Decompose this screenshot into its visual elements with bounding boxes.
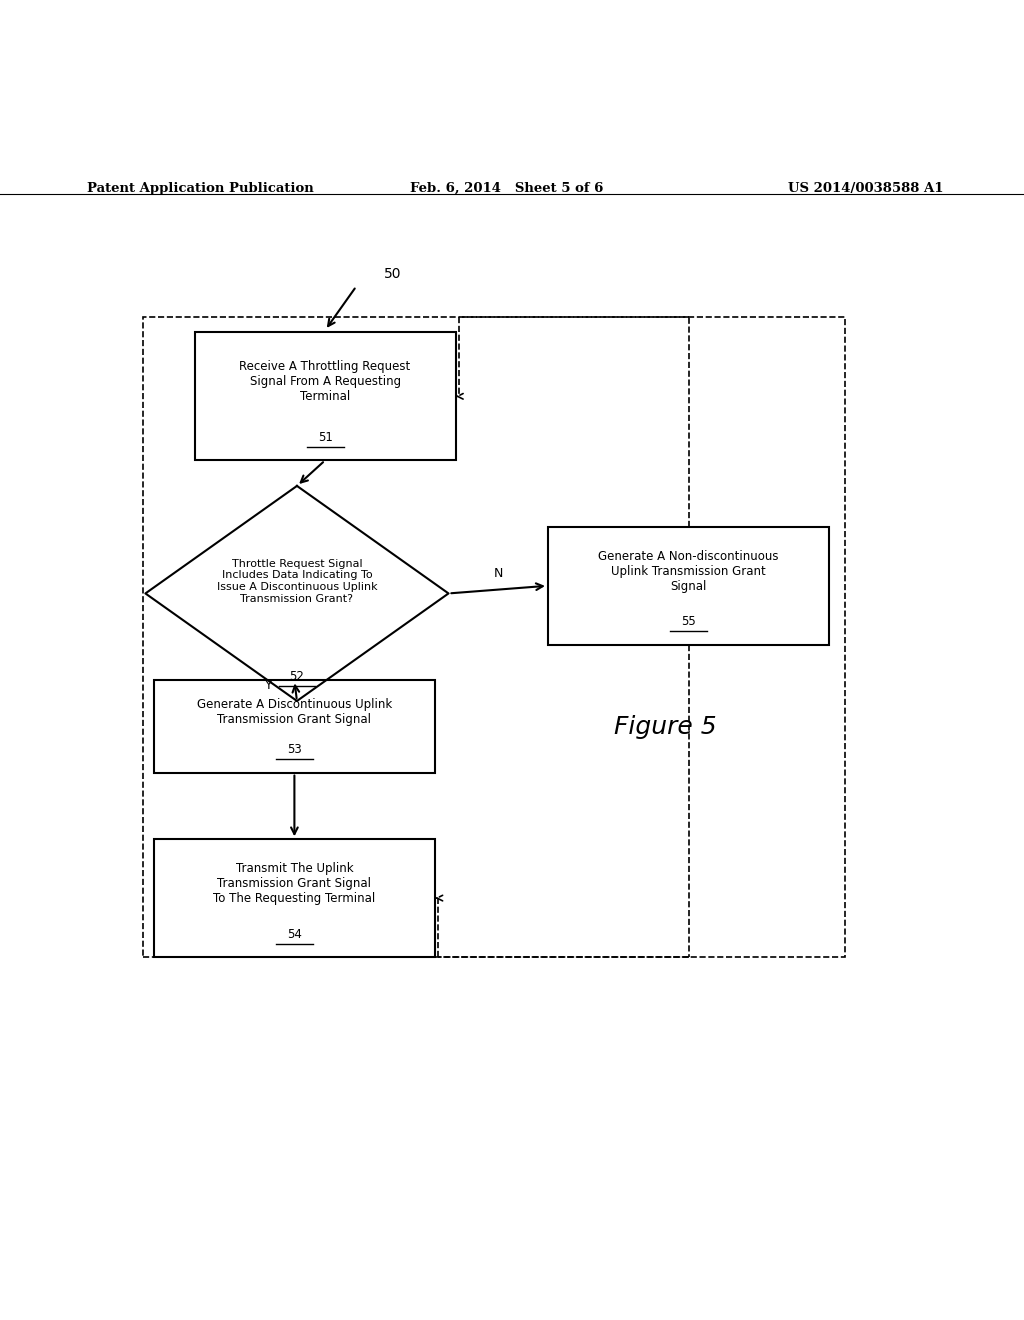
FancyBboxPatch shape xyxy=(548,527,829,644)
FancyBboxPatch shape xyxy=(195,333,456,461)
Text: 51: 51 xyxy=(317,430,333,444)
Text: 55: 55 xyxy=(681,615,696,628)
Text: Throttle Request Signal
Includes Data Indicating To
Issue A Discontinuous Uplink: Throttle Request Signal Includes Data In… xyxy=(217,558,377,603)
Text: Feb. 6, 2014   Sheet 5 of 6: Feb. 6, 2014 Sheet 5 of 6 xyxy=(410,182,603,195)
FancyBboxPatch shape xyxy=(154,840,435,957)
Text: 50: 50 xyxy=(384,267,401,281)
Text: Patent Application Publication: Patent Application Publication xyxy=(87,182,313,195)
Text: Figure 5: Figure 5 xyxy=(614,714,717,739)
Text: N: N xyxy=(494,568,503,579)
FancyBboxPatch shape xyxy=(154,681,435,772)
Text: Generate A Discontinuous Uplink
Transmission Grant Signal: Generate A Discontinuous Uplink Transmis… xyxy=(197,698,392,726)
Text: Y: Y xyxy=(264,678,272,692)
Text: US 2014/0038588 A1: US 2014/0038588 A1 xyxy=(788,182,944,195)
Text: Receive A Throttling Request
Signal From A Requesting
Terminal: Receive A Throttling Request Signal From… xyxy=(240,360,411,404)
Text: Generate A Non-discontinuous
Uplink Transmission Grant
Signal: Generate A Non-discontinuous Uplink Tran… xyxy=(598,550,779,593)
Text: 52: 52 xyxy=(290,669,304,682)
Text: 54: 54 xyxy=(287,928,302,941)
Text: 53: 53 xyxy=(287,743,302,756)
Text: Transmit The Uplink
Transmission Grant Signal
To The Requesting Terminal: Transmit The Uplink Transmission Grant S… xyxy=(213,862,376,906)
Polygon shape xyxy=(145,486,449,701)
